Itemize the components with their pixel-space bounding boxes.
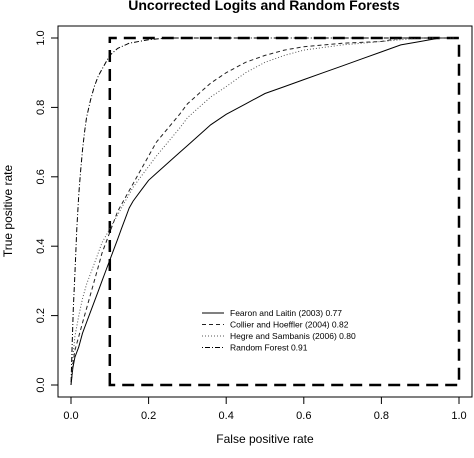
x-tick-label-4: 0.8 xyxy=(374,410,389,422)
series-line-1 xyxy=(70,37,459,386)
y-tick-label-1: 0.2 xyxy=(35,308,47,323)
x-tick-label-0: 0.0 xyxy=(63,410,78,422)
reference-box xyxy=(108,36,461,387)
series-layer xyxy=(70,37,459,386)
y-axis: 0.0 0.2 0.4 0.6 0.8 1.0 xyxy=(35,30,58,393)
series-line-0 xyxy=(70,37,459,386)
y-axis-label: True positive rate xyxy=(1,165,15,258)
x-axis: 0.0 0.2 0.4 0.6 0.8 1.0 xyxy=(63,397,467,422)
chart-title: Uncorrected Logits and Random Forests xyxy=(128,0,400,13)
x-axis-label: False positive rate xyxy=(216,432,314,446)
y-tick-label-5: 1.0 xyxy=(35,30,47,45)
series-line-3 xyxy=(70,37,459,386)
series-line-2 xyxy=(70,37,459,386)
y-tick-label-4: 0.8 xyxy=(35,100,47,115)
x-tick-label-2: 0.4 xyxy=(219,410,234,422)
legend-label-3: Random Forest 0.91 xyxy=(230,343,308,353)
y-tick-label-3: 0.6 xyxy=(35,169,47,184)
legend-label-2: Hegre and Sambanis (2006) 0.80 xyxy=(230,331,356,341)
legend: Fearon and Laitin (2003) 0.77 Collier and… xyxy=(202,308,356,353)
x-tick-label-1: 0.2 xyxy=(141,410,156,422)
y-tick-label-2: 0.4 xyxy=(35,239,47,254)
x-tick-label-3: 0.6 xyxy=(296,410,311,422)
x-tick-label-5: 1.0 xyxy=(451,410,466,422)
y-tick-label-0: 0.0 xyxy=(35,377,47,392)
legend-label-1: Collier and Hoeffler (2004) 0.82 xyxy=(230,320,349,330)
legend-label-0: Fearon and Laitin (2003) 0.77 xyxy=(230,308,342,318)
reference-box-layer xyxy=(108,36,461,387)
plot-frame xyxy=(57,25,473,398)
